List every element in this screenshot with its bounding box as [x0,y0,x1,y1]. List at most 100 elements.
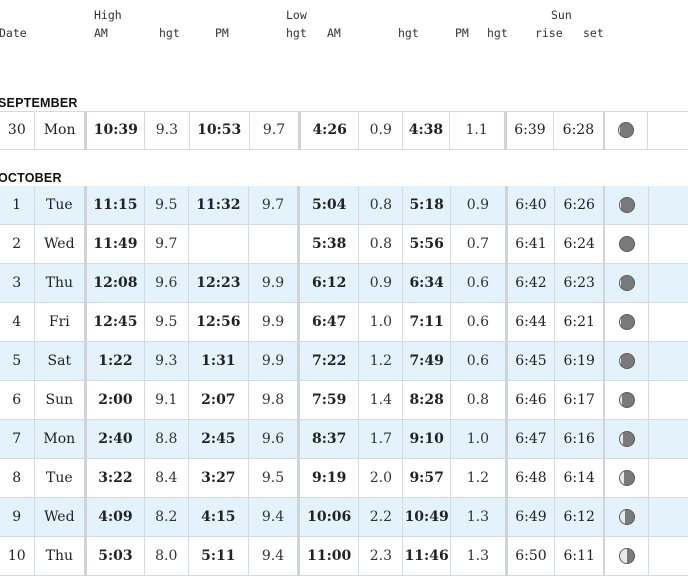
tide-row: 5 Sat 1:22 9.3 1:31 9.9 7:22 1.2 7:49 0.6 6:45 6:19 [0,341,688,381]
low-am-height: 2.0 [358,458,404,498]
high-pm-height: 9.7 [248,186,301,225]
header-high-am-hgt: hgt [159,26,180,40]
moon-phase [603,302,649,342]
moon-phase-icon [618,470,635,486]
moon-phase-icon [618,431,635,447]
header-date: Date [0,26,27,40]
high-pm-time: 3:27 [188,458,249,498]
sunrise-time: 6:48 [506,458,556,498]
high-pm-time [188,224,249,264]
low-pm-time: 11:46 [402,536,451,576]
low-pm-height: 1.0 [450,419,508,459]
spacer [648,302,688,342]
spacer [648,419,688,459]
low-pm-height: 0.6 [450,302,508,342]
tide-row: 1 Tue 11:15 9.5 11:32 9.7 5:04 0.8 5:18 0.9 6:40 6:… [0,186,688,225]
header-high-pm-hgt: hgt [286,26,307,40]
moon-phase [603,263,649,303]
high-pm-height: 9.5 [248,458,301,498]
high-pm-time: 11:32 [188,186,249,225]
moon-phase-icon [618,275,635,291]
high-am-time: 2:40 [85,419,145,459]
day-of-week: Fri [34,302,88,342]
header-high-am: AM [94,26,108,40]
high-pm-time: 2:07 [188,380,249,420]
high-pm-height: 9.9 [248,341,301,381]
tide-row: 10 Thu 5:03 8.0 5:11 9.4 11:00 2.3 11:46 1.3 6:50 6… [0,536,688,576]
low-pm-height: 0.6 [450,263,508,303]
sunset-time: 6:24 [554,224,605,264]
day-of-week: Thu [34,536,88,576]
moon-phase-icon [618,236,635,252]
sunset-time: 6:26 [554,186,605,225]
day-of-week: Wed [34,497,88,537]
sunrise-time: 6:41 [506,224,556,264]
day-of-week: Wed [34,224,88,264]
high-am-height: 9.7 [144,224,189,264]
high-am-time: 2:00 [85,380,145,420]
high-am-time: 5:03 [85,536,145,576]
high-am-time: 12:08 [85,263,145,303]
header-sun: Sun [551,8,572,22]
high-am-height: 8.2 [144,497,189,537]
date-day: 2 [0,224,35,264]
date-day: 7 [0,419,35,459]
moon-phase [603,536,649,576]
spacer [648,263,688,303]
date-day: 3 [0,263,35,303]
low-am-time: 7:59 [298,380,360,420]
high-am-height: 9.3 [144,341,189,381]
low-am-height: 2.2 [358,497,404,537]
date-day: 30 [0,111,35,150]
low-am-time: 10:06 [298,497,360,537]
low-am-height: 0.9 [358,111,404,150]
low-pm-height: 0.7 [450,224,508,264]
high-pm-time: 12:56 [188,302,249,342]
sunset-time: 6:12 [554,497,605,537]
day-of-week: Thu [34,263,88,303]
high-pm-height: 9.4 [248,497,301,537]
high-am-height: 8.8 [144,419,189,459]
low-pm-time: 4:38 [402,111,450,150]
tide-row: 6 Sun 2:00 9.1 2:07 9.8 7:59 1.4 8:28 0.8 6:46 6:17 [0,380,688,420]
header-low: Low [286,8,307,22]
date-day: 10 [0,536,35,576]
moon-phase [603,341,649,381]
low-pm-height: 1.1 [449,111,507,150]
low-am-height: 1.0 [358,302,404,342]
header-low-am: AM [327,26,341,40]
high-am-height: 9.6 [144,263,189,303]
moon-phase [603,224,649,264]
tide-row: 3 Thu 12:08 9.6 12:23 9.9 6:12 0.9 6:34 0.6 6:42 6:… [0,263,688,303]
low-am-time: 9:19 [298,458,360,498]
moon-phase [602,111,649,150]
high-pm-time: 10:53 [189,111,250,150]
header-high: High [94,8,122,22]
header-low-am-hgt: hgt [398,26,419,40]
moon-phase-icon [618,353,635,369]
low-am-time: 4:26 [299,111,360,150]
low-pm-height: 0.6 [450,341,508,381]
sunset-time: 6:16 [554,419,605,459]
spacer [648,458,688,498]
low-am-height: 1.2 [358,341,404,381]
high-pm-height [248,224,301,264]
moon-phase-icon [618,197,635,213]
sunrise-time: 6:42 [506,263,556,303]
low-am-time: 6:47 [298,302,360,342]
low-pm-time: 5:18 [402,186,451,225]
date-day: 9 [0,497,35,537]
low-am-height: 0.9 [358,263,404,303]
tide-row: 30 Mon 10:39 9.3 10:53 9.7 4:26 0.9 4:38 1.1 6:39 6… [0,111,688,150]
low-pm-time: 7:49 [402,341,451,381]
header-high-pm: PM [215,26,229,40]
tide-table-september: 30 Mon 10:39 9.3 10:53 9.7 4:26 0.9 4:38 1.1 6:39 6… [0,111,688,150]
moon-phase-icon [618,314,635,330]
high-pm-time: 1:31 [188,341,249,381]
sunrise-time: 6:49 [506,497,556,537]
low-am-height: 0.8 [358,186,404,225]
spacer [648,380,688,420]
day-of-week: Sat [34,341,88,381]
moon-phase-icon [618,548,635,564]
sunrise-time: 6:50 [506,536,556,576]
